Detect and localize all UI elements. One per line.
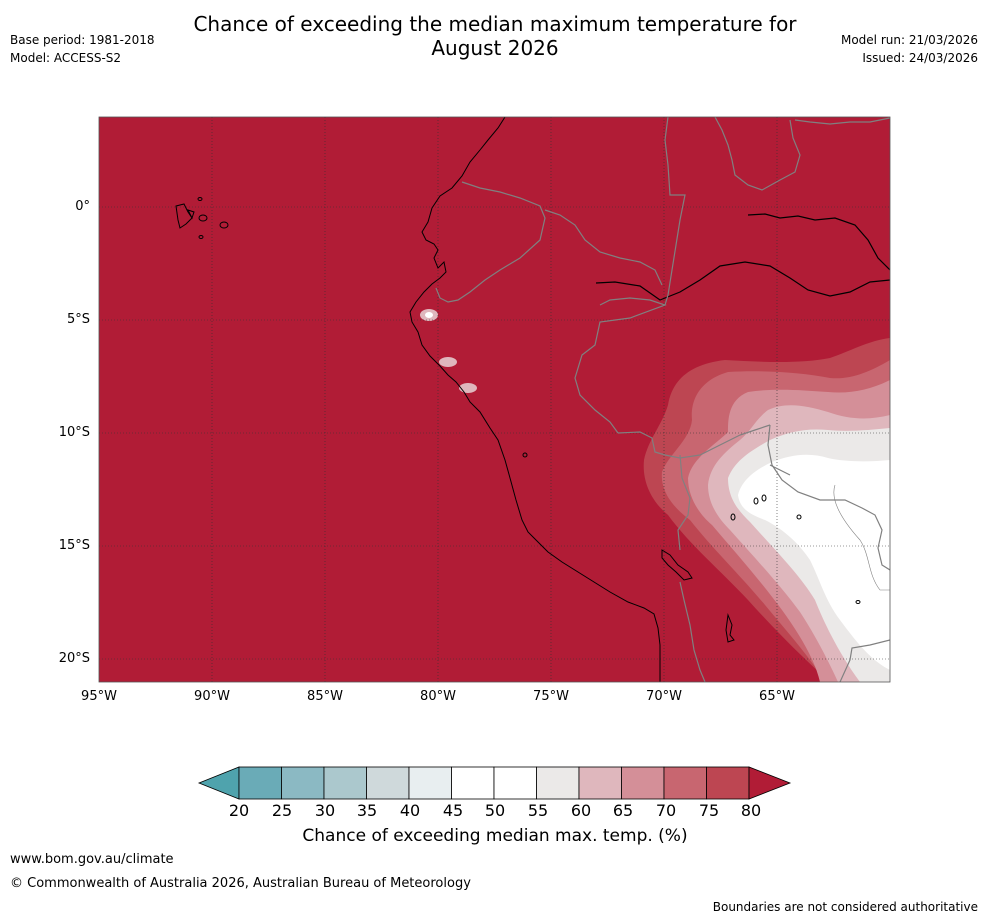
title-line-1: Chance of exceeding the median maximum t… [193, 12, 797, 36]
colorbar-segment [621, 766, 665, 800]
amazon-river [595, 261, 890, 301]
colorbar-title: Chance of exceeding median max. temp. (%… [302, 826, 688, 846]
cb-tick-30: 30 [314, 801, 336, 820]
meta-left: Base period: 1981-2018 Model: ACCESS-S2 [10, 31, 155, 67]
cb-tick-20: 20 [228, 801, 250, 820]
map-grid [99, 117, 890, 682]
map-area [99, 117, 890, 682]
colorbar-segment [663, 766, 707, 800]
amazon-coast [747, 213, 890, 271]
cb-tick-45: 45 [442, 801, 464, 820]
footer-copyright: © Commonwealth of Australia 2026, Austra… [10, 876, 471, 891]
galapagos-islands [175, 197, 229, 239]
colorbar-segment [706, 766, 750, 800]
base-period: Base period: 1981-2018 [10, 33, 155, 47]
title-line-2: August 2026 [431, 36, 559, 60]
cb-tick-50: 50 [484, 801, 506, 820]
lon-label-90w: 90°W [194, 689, 230, 704]
map-frame [98, 116, 891, 683]
lon-label-65w: 65°W [759, 689, 795, 704]
map-title: Chance of exceeding the median maximum t… [150, 12, 840, 60]
cb-tick-60: 60 [570, 801, 592, 820]
footer-disclaimer: Boundaries are not considered authoritat… [712, 900, 978, 914]
meta-right: Model run: 21/03/2026 Issued: 24/03/2026 [841, 31, 978, 67]
lat-label-20s: 20°S [58, 651, 90, 666]
cb-tick-65: 65 [612, 801, 634, 820]
cb-tick-80: 80 [740, 801, 762, 820]
issued-date: Issued: 24/03/2026 [862, 51, 978, 65]
colorbar-segment [323, 766, 367, 800]
model-name: Model: ACCESS-S2 [10, 51, 122, 65]
coastline [409, 117, 661, 682]
spot-chiclayo [439, 357, 457, 367]
colorbar-segment [451, 766, 495, 800]
colorbar-segment [238, 766, 282, 800]
spot-cajamarca [459, 383, 477, 393]
country-borders [435, 117, 890, 682]
colorbar [197, 766, 792, 800]
cb-tick-55: 55 [527, 801, 549, 820]
lat-label-10s: 10°S [58, 425, 90, 440]
colorbar-segment [281, 766, 325, 800]
colorbar-segment [366, 766, 410, 800]
contour-line [833, 484, 890, 591]
lon-label-70w: 70°W [646, 689, 682, 704]
spot-northern-peru-core [425, 312, 433, 318]
model-run: Model run: 21/03/2026 [840, 33, 978, 47]
colorbar-segment [493, 766, 537, 800]
footer-url[interactable]: www.bom.gov.au/climate [10, 852, 174, 867]
lat-label-15s: 15°S [58, 538, 90, 553]
lat-label-0: 0° [75, 199, 90, 214]
cb-tick-40: 40 [399, 801, 421, 820]
colorbar-segment [536, 766, 580, 800]
cb-tick-75: 75 [698, 801, 720, 820]
lon-label-95w: 95°W [81, 689, 117, 704]
band-50-55 [738, 454, 890, 670]
lon-label-80w: 80°W [420, 689, 456, 704]
lon-label-75w: 75°W [533, 689, 569, 704]
lon-label-85w: 85°W [307, 689, 343, 704]
colorbar-segment [578, 766, 622, 800]
cb-tick-35: 35 [356, 801, 378, 820]
cb-tick-25: 25 [271, 801, 293, 820]
lat-label-5s: 5°S [66, 312, 90, 327]
colorbar-arrow-high [748, 766, 792, 800]
colorbar-segment [408, 766, 452, 800]
colorbar-arrow-low [197, 766, 240, 800]
cb-tick-70: 70 [655, 801, 677, 820]
lakes [522, 452, 861, 643]
